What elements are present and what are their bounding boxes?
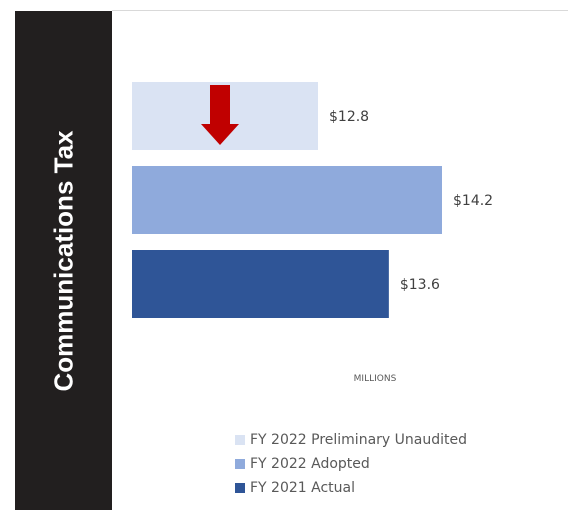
data-label-1: $12.8 xyxy=(329,109,369,125)
bar-3 xyxy=(132,250,389,318)
legend-label: FY 2022 Adopted xyxy=(250,456,370,472)
legend-label: FY 2021 Actual xyxy=(250,480,355,496)
x-axis-title: MILLIONS xyxy=(353,374,397,384)
bar-2 xyxy=(132,166,442,234)
legend-label: FY 2022 Preliminary Unaudited xyxy=(250,432,467,448)
legend-item: FY 2022 Adopted xyxy=(235,452,467,476)
down-arrow-icon xyxy=(201,85,239,145)
data-label-2: $14.2 xyxy=(453,193,493,209)
legend-item: FY 2022 Preliminary Unaudited xyxy=(235,428,467,452)
legend-item: FY 2021 Actual xyxy=(235,476,467,500)
legend: FY 2022 Preliminary Unaudited FY 2022 Ado… xyxy=(235,428,467,500)
top-divider xyxy=(112,10,568,11)
side-panel: Communications Tax xyxy=(15,11,112,510)
legend-swatch xyxy=(235,459,245,469)
legend-swatch xyxy=(235,435,245,445)
legend-swatch xyxy=(235,483,245,493)
data-label-3: $13.6 xyxy=(400,277,440,293)
